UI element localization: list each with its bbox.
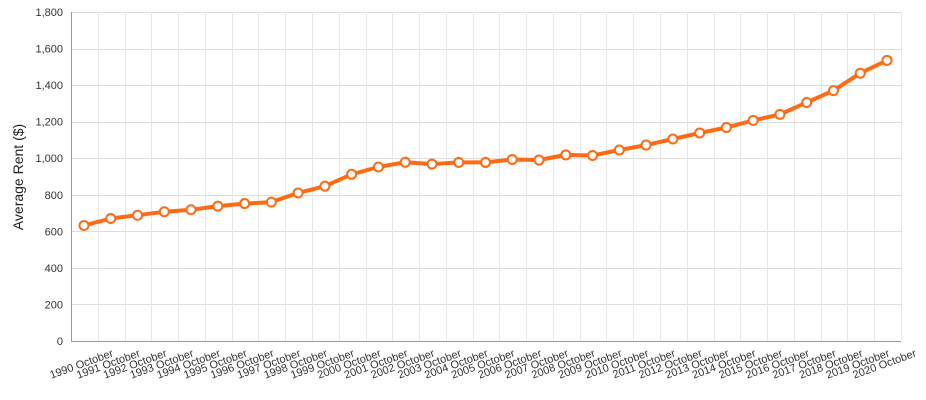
data-point[interactable]: [78, 219, 90, 231]
data-point[interactable]: [720, 122, 732, 134]
data-point[interactable]: [667, 133, 679, 145]
data-point[interactable]: [480, 156, 491, 168]
data-point[interactable]: [774, 108, 786, 120]
y-tick-label: 1,200: [35, 117, 63, 129]
data-point[interactable]: [560, 149, 572, 161]
data-point[interactable]: [747, 114, 759, 126]
data-point[interactable]: [239, 198, 251, 210]
y-tick-label: 1,800: [35, 7, 63, 19]
data-point[interactable]: [105, 213, 117, 225]
data-point[interactable]: [613, 144, 625, 156]
data-point[interactable]: [827, 85, 839, 97]
data-point[interactable]: [694, 127, 706, 139]
data-point[interactable]: [881, 54, 893, 66]
data-point[interactable]: [399, 156, 411, 168]
y-tick-label: 1,400: [35, 80, 63, 92]
series-average-rent: [78, 54, 893, 231]
y-tick-label: 0: [57, 336, 63, 348]
y-tick-label: 800: [45, 190, 63, 202]
data-point[interactable]: [506, 154, 518, 166]
axes: [71, 12, 901, 342]
y-tick-label: 600: [45, 226, 63, 238]
data-point[interactable]: [346, 168, 358, 180]
data-point[interactable]: [801, 96, 813, 108]
data-point[interactable]: [265, 196, 277, 208]
data-point[interactable]: [533, 154, 545, 166]
data-point[interactable]: [587, 149, 599, 161]
y-tick-label: 1,000: [35, 153, 63, 165]
data-point[interactable]: [640, 139, 652, 151]
y-axis-title: Average Rent ($): [10, 124, 26, 230]
data-point[interactable]: [132, 209, 144, 221]
data-point[interactable]: [453, 156, 465, 168]
data-point[interactable]: [372, 161, 384, 173]
data-point[interactable]: [185, 204, 197, 216]
grid-lines: [71, 12, 902, 342]
data-point[interactable]: [854, 67, 866, 79]
y-tick-label: 200: [45, 299, 63, 311]
y-tick-label: 1,600: [35, 44, 63, 56]
y-tick-label: 400: [45, 263, 63, 275]
data-point[interactable]: [319, 180, 331, 192]
data-point[interactable]: [212, 200, 224, 212]
data-point[interactable]: [292, 187, 304, 199]
data-point[interactable]: [426, 158, 438, 170]
y-tick-labels: 0 200 400 600 800 1,000 1,200 1,400 1,600 1,800: [35, 7, 63, 348]
data-point[interactable]: [158, 206, 170, 218]
